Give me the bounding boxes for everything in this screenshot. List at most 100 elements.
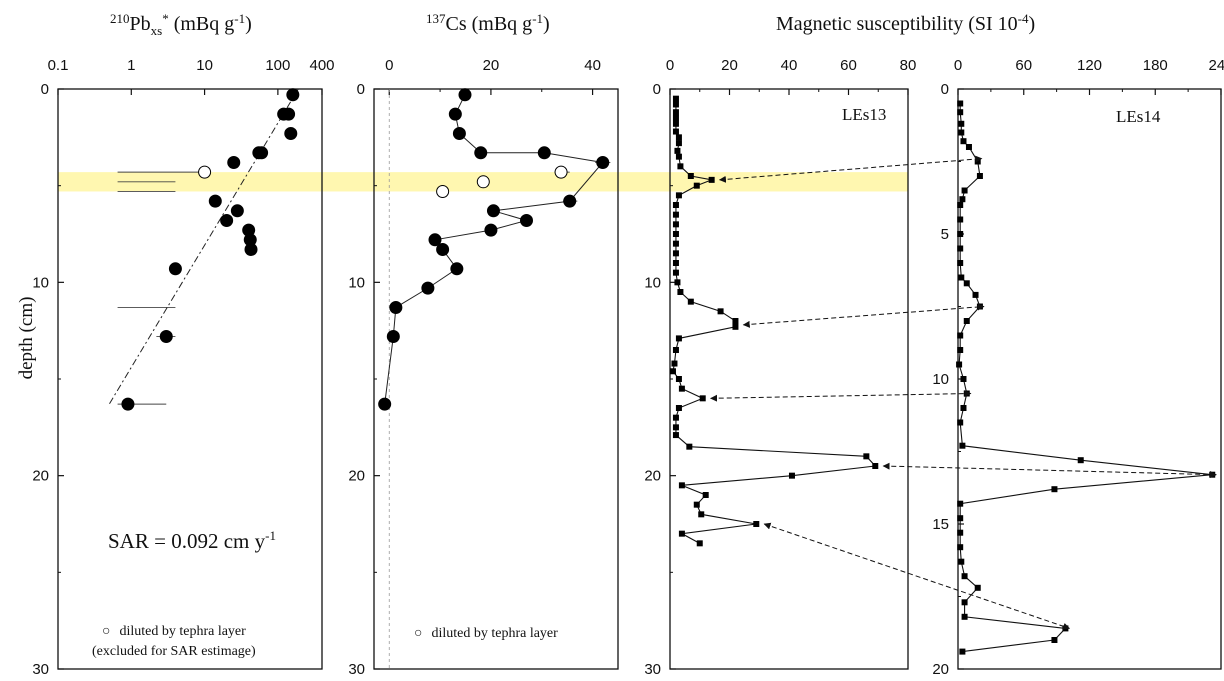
ms_les14-data-point [965, 144, 972, 150]
pb-data-point [286, 88, 300, 102]
ms_les14-data-point [957, 231, 964, 237]
cs-data-point [452, 126, 466, 140]
pb-data-point [168, 262, 182, 276]
cs-data-point [563, 194, 577, 208]
ms_les14-x-tick-label: 180 [1143, 57, 1168, 74]
cs-diluted-point [554, 165, 568, 179]
pb-data-point [230, 204, 244, 218]
ms_les13-data-point [672, 260, 679, 266]
ms_les14-data-point [976, 173, 983, 179]
cs-note: ○ diluted by tephra layer [414, 626, 558, 641]
correlation-arrow [882, 462, 1217, 479]
ms_les14-x-tick-label: 60 [1015, 57, 1032, 74]
cs-data-point [450, 262, 464, 276]
ms_les14-x-tick-label: 0 [954, 57, 962, 74]
pb-data-point [282, 107, 296, 121]
pb-data-point [244, 242, 258, 256]
ms_les14-data-point [959, 442, 966, 449]
ms_les13-data-point [678, 530, 685, 537]
ms_les13-data-point [863, 453, 870, 460]
cs-data-point [386, 329, 400, 343]
ms_les14-data-point [960, 376, 967, 382]
ms_les14-data-point [957, 109, 964, 116]
ms_les13-data-point [872, 463, 879, 469]
pb-data-point [208, 194, 222, 208]
ms_les13-x-tick-label: 80 [900, 57, 917, 74]
ms_les13-y-tick-label: 10 [644, 274, 661, 291]
ms_les14-data-point [957, 529, 964, 536]
ms_les14-data-point [1077, 457, 1084, 464]
ms_les13-data-point [672, 128, 679, 135]
pb-data-point [220, 213, 234, 227]
cs-data-point [378, 397, 392, 411]
cs-data-point [436, 242, 450, 256]
cs-title: 137Cs (mBq g-1) [426, 11, 550, 35]
ms_les14-data-point [961, 599, 968, 606]
ms_les13-data-point [693, 501, 700, 508]
ms_les13-data-point [675, 376, 682, 382]
pb-x-tick-label: 100 [265, 57, 290, 74]
ms_les14-profile-line [958, 103, 1213, 653]
ms_les13-data-point [675, 192, 682, 199]
ms_les14-data-point [961, 187, 968, 194]
ms_les14-data-point [957, 245, 964, 252]
ms_les13-data-point [702, 492, 709, 498]
ms_les13-data-point [708, 176, 715, 183]
ms_les14-data-point [957, 544, 964, 551]
ms_les14-data-point [963, 280, 970, 287]
ms_les13-data-point [678, 482, 685, 489]
cs-data-point [389, 300, 403, 314]
pb-x-tick-label: 10 [196, 57, 213, 74]
pb-x-tick-label: 1 [127, 57, 135, 74]
cs-data-point [484, 223, 498, 237]
pb-diluted-point [198, 165, 212, 179]
cs-x-tick-label: 20 [483, 57, 500, 74]
ms_les14-y-tick-label: 15 [932, 516, 949, 533]
correlation-arrow [718, 155, 983, 183]
ms_les13-data-point [669, 368, 676, 375]
ms_les13-data-point [675, 153, 682, 160]
ms_les14-frame [957, 88, 1222, 670]
ms_les13-data-point [687, 298, 694, 305]
ms_les13-data-point [732, 318, 739, 324]
ms_les14-data-point [958, 129, 965, 136]
ms_les14-data-point [957, 500, 964, 507]
ms_les14-y-tick-label: 5 [941, 226, 949, 243]
ms_les14-data-point [1051, 486, 1058, 493]
ms_les13-data-point [672, 240, 679, 247]
ms_les14-data-point [957, 419, 964, 426]
cs-data-point [596, 155, 610, 169]
ms_les13-data-point [672, 269, 679, 276]
pb-y-tick-label: 0 [41, 81, 49, 98]
ms_les13-data-point [672, 101, 679, 108]
ms_les13-y-tick-label: 0 [653, 81, 661, 98]
ms_les13-x-tick-label: 40 [781, 57, 798, 74]
ms_les13-data-point [788, 472, 795, 479]
cs-data-point [448, 107, 462, 121]
cs-y-tick-label: 0 [357, 81, 365, 98]
ms_les14-data-point [1051, 637, 1058, 643]
ms_les13-data-point [672, 347, 679, 353]
ms_les14-y-tick-label: 10 [932, 371, 949, 388]
pb-fit-line [108, 88, 299, 405]
ms_les13-data-point [677, 289, 684, 295]
ms_les14-data-point [974, 584, 981, 591]
correlation-arrow [742, 303, 985, 328]
ms_les13-data-point [672, 115, 679, 121]
ms_les13-data-point [672, 95, 679, 102]
cs-diluted-point [436, 184, 450, 198]
pb-y-tick-label: 30 [32, 661, 49, 678]
ms_les13-data-point [672, 231, 679, 237]
ms_les13-data-point [675, 335, 682, 342]
ms_les13-y-tick-label: 20 [644, 468, 661, 485]
ms_les13-data-point [687, 173, 694, 179]
ms_les13-data-point [672, 424, 679, 431]
ms_les14-data-point [961, 573, 968, 580]
ms_les13-data-point [672, 109, 679, 116]
ms_les14-data-point [960, 138, 967, 145]
open-circle-symbol: ○ [414, 626, 422, 641]
ms_les13-data-point [672, 432, 679, 439]
ms_les13-data-point [672, 414, 679, 421]
